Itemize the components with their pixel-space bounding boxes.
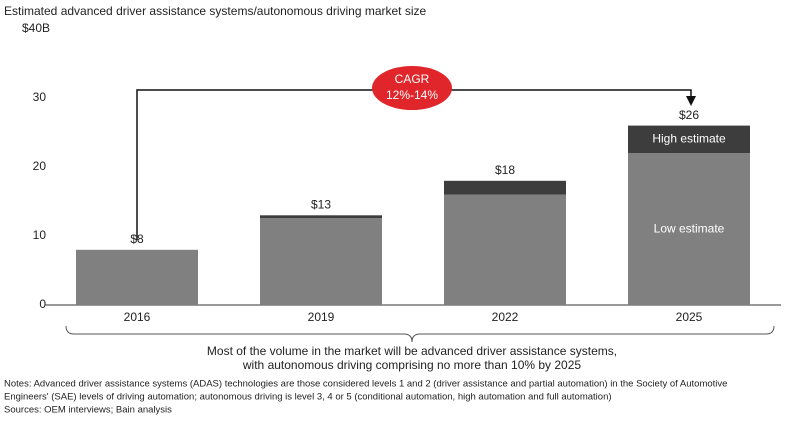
y-tick-label: 10: [33, 228, 47, 242]
bar-segment: [444, 194, 566, 305]
cagr-value: 12%-14%: [386, 88, 438, 102]
x-tick-label: 2025: [676, 310, 703, 324]
chart-title: Estimated advanced driver assistance sys…: [4, 4, 427, 18]
value-label: $13: [311, 197, 331, 211]
note: Engineers' (SAE) levels of driving autom…: [4, 392, 612, 403]
bar-segment: [76, 249, 198, 305]
y-tick-label: 0: [39, 297, 46, 311]
x-tick-label: 2019: [308, 310, 335, 324]
segment-label: Low estimate: [654, 221, 725, 235]
arrow-head: [686, 96, 696, 106]
note: Notes: Advanced driver assistance system…: [4, 379, 727, 390]
x-tick-label: 2016: [124, 310, 151, 324]
x-tick-label: 2022: [492, 310, 519, 324]
y-tick-label: $40B: [22, 21, 50, 35]
brace: [65, 325, 775, 343]
bar-segment: [444, 180, 566, 195]
value-label: $8: [130, 232, 144, 246]
value-label: $26: [679, 108, 699, 122]
value-label: $18: [495, 163, 515, 177]
y-tick-label: 30: [33, 90, 47, 104]
note: Sources: OEM interviews; Bain analysis: [4, 405, 172, 416]
bar-segment: [260, 215, 382, 219]
cagr-bubble: [372, 66, 452, 110]
bar-segment: [628, 153, 750, 305]
cagr-arrow: [136, 89, 692, 240]
bar-segment: [260, 218, 382, 305]
brace-text: Most of the volume in the market will be…: [207, 344, 617, 358]
segment-label: High estimate: [652, 132, 726, 146]
y-tick-label: 20: [33, 159, 47, 173]
cagr-title: CAGR: [395, 72, 430, 86]
brace-text: with autonomous driving comprising no mo…: [242, 358, 582, 372]
bar-segment: [628, 125, 750, 154]
